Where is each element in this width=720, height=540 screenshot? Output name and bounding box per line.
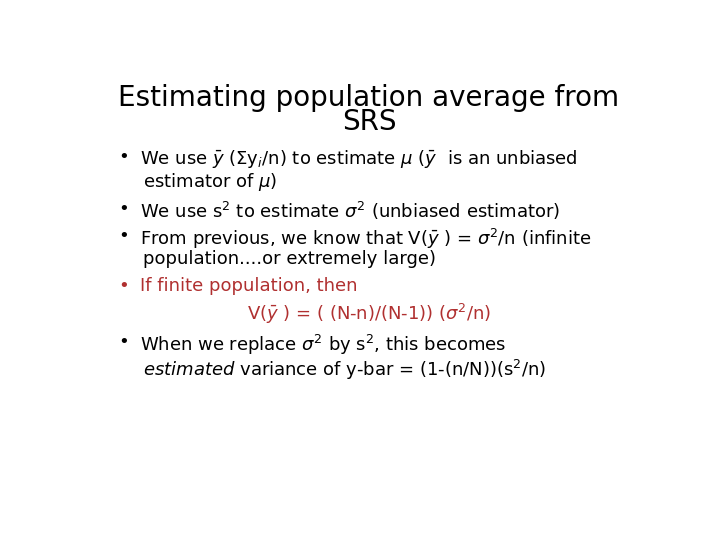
Text: SRS: SRS xyxy=(342,109,396,137)
Text: population....or extremely large): population....or extremely large) xyxy=(143,250,436,268)
Text: We use s$^2$ to estimate $\sigma^2$ (unbiased estimator): We use s$^2$ to estimate $\sigma^2$ (unb… xyxy=(140,200,560,222)
Text: •: • xyxy=(118,333,129,351)
Text: •: • xyxy=(118,277,129,295)
Text: If finite population, then: If finite population, then xyxy=(140,277,358,295)
Text: We use $\bar{y}$ ($\Sigma$y$_i$/n) to estimate $\mu$ ($\bar{y}$  is an unbiased: We use $\bar{y}$ ($\Sigma$y$_i$/n) to es… xyxy=(140,148,578,170)
Text: •: • xyxy=(118,200,129,218)
Text: $\mathbf{\mathit{estimated}}$ variance of y-bar = (1-(n/N))(s$^2$/n): $\mathbf{\mathit{estimated}}$ variance o… xyxy=(143,358,546,382)
Text: estimator of $\mu$): estimator of $\mu$) xyxy=(143,171,277,193)
Text: When we replace $\sigma^2$ by s$^2$, this becomes: When we replace $\sigma^2$ by s$^2$, thi… xyxy=(140,333,507,357)
Text: •: • xyxy=(118,227,129,245)
Text: V($\bar{y}$ ) = ( (N-n)/(N-1)) ($\sigma^2$/n): V($\bar{y}$ ) = ( (N-n)/(N-1)) ($\sigma^… xyxy=(247,302,491,326)
Text: Estimating population average from: Estimating population average from xyxy=(118,84,620,112)
Text: From previous, we know that V($\bar{y}$ ) = $\sigma^2$/n (infinite: From previous, we know that V($\bar{y}$ … xyxy=(140,227,592,251)
Text: •: • xyxy=(118,148,129,166)
